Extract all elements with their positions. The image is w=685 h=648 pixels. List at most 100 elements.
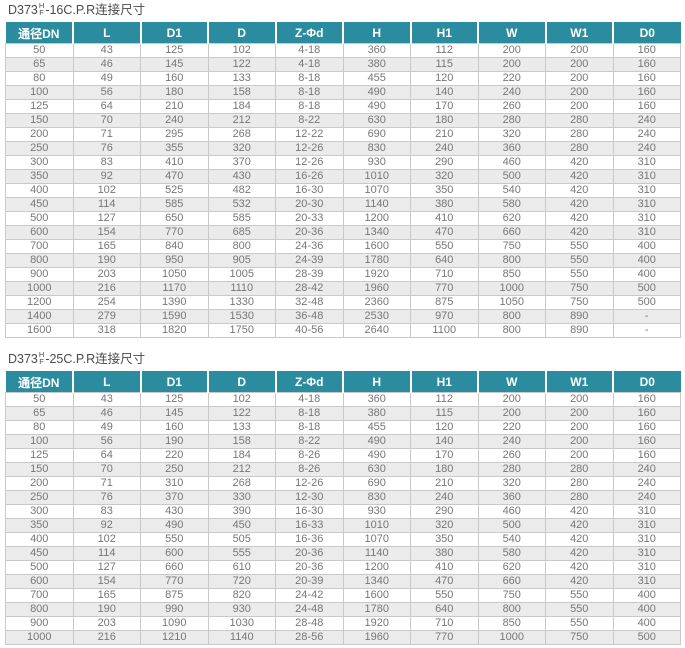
table-cell: 770 <box>140 574 209 589</box>
table-cell: 200 <box>545 57 614 72</box>
table-cell: 46 <box>72 406 141 421</box>
table-cell: 905 <box>207 253 276 268</box>
table-cell: 250 <box>140 462 209 477</box>
table-cell: 1170 <box>140 281 209 296</box>
table-cell: 490 <box>342 448 411 463</box>
table-cell: 310 <box>612 504 681 519</box>
table-cell: 12-26 <box>275 141 344 156</box>
table-cell: 585 <box>207 211 276 226</box>
table-cell: 200 <box>545 85 614 100</box>
table-cell: 460 <box>477 504 546 519</box>
table-cell: 875 <box>140 588 209 603</box>
table-cell: 200 <box>477 406 546 421</box>
table-cell: 112 <box>410 392 479 407</box>
table-cell: 490 <box>342 434 411 449</box>
table-cell: 380 <box>342 406 411 421</box>
table-cell: 630 <box>342 462 411 477</box>
table-row: 150 70 240 212 8-22 630 180 280 280 240 <box>5 113 681 128</box>
table-cell: 620 <box>477 560 546 575</box>
table-cell: 420 <box>545 211 614 226</box>
table-cell: 150 <box>5 462 74 477</box>
table-cell: 160 <box>612 448 681 463</box>
table-cell: 160 <box>612 43 681 58</box>
table-cell: 750 <box>477 588 546 603</box>
table-cell: 240 <box>477 434 546 449</box>
table-cell: 49 <box>72 420 141 435</box>
table-cell: 216 <box>72 281 141 296</box>
table-cell: 850 <box>477 616 546 631</box>
table-cell: 43 <box>72 392 141 407</box>
table-cell: 700 <box>5 588 74 603</box>
table-cell: 220 <box>477 71 546 86</box>
table-cell: 65 <box>5 406 74 421</box>
table-cell: 690 <box>342 476 411 491</box>
table-cell: 76 <box>72 490 141 505</box>
table-cell: 930 <box>207 602 276 617</box>
table-cell: 200 <box>545 99 614 114</box>
table-row: 700 165 840 800 24-36 1600 550 750 550 400 <box>5 239 681 254</box>
table-cell: 1820 <box>140 323 209 338</box>
table-cell: 450 <box>5 197 74 212</box>
table-cell: 200 <box>545 420 614 435</box>
table-cell: 20-36 <box>275 225 344 240</box>
table-cell: 8-22 <box>275 113 344 128</box>
table-cell: 200 <box>545 71 614 86</box>
table-cell: 400 <box>612 239 681 254</box>
table-cell: 150 <box>5 113 74 128</box>
table-cell: 310 <box>612 560 681 575</box>
table-cell: 420 <box>545 197 614 212</box>
table-cell: 254 <box>72 295 141 310</box>
table-cell: 80 <box>5 71 74 86</box>
table-cell: 400 <box>612 588 681 603</box>
table-cell: 750 <box>545 281 614 296</box>
table-cell: 505 <box>207 532 276 547</box>
table-cell: 890 <box>545 309 614 324</box>
table-cell: 550 <box>545 239 614 254</box>
table-cell: 1330 <box>207 295 276 310</box>
table-cell: 930 <box>342 504 411 519</box>
column-header: D1 <box>139 22 208 44</box>
table-cell: 320 <box>477 127 546 142</box>
table-cell: 455 <box>342 71 411 86</box>
table-cell: 355 <box>140 141 209 156</box>
table-cell: 24-36 <box>275 239 344 254</box>
table-cell: 56 <box>72 85 141 100</box>
table-cell: 370 <box>140 490 209 505</box>
table-cell: 71 <box>72 127 141 142</box>
table-row: 1600 318 1820 1750 40-56 2640 1100 800 890- <box>5 323 681 338</box>
table-cell: 482 <box>207 183 276 198</box>
table-row: 350 92 470 430 16-26 1010 320 500 420 310 <box>5 169 681 184</box>
table-cell: 160 <box>612 57 681 72</box>
table-cell: 360 <box>342 392 411 407</box>
table-cell: 180 <box>410 113 479 128</box>
table-row: 65 46 145 122 4-18 380 115 200 200 160 <box>5 57 681 72</box>
table-cell: 8-22 <box>275 434 344 449</box>
table-row: 450 114 600 555 20-36 1140 380 580 420 310 <box>5 546 681 561</box>
table-cell: 160 <box>612 434 681 449</box>
table-cell: 770 <box>410 281 479 296</box>
table-row: 900 203 1090 1030 28-48 1920 710 850 550 400 <box>5 616 681 631</box>
table-cell: 800 <box>207 239 276 254</box>
table-cell: 184 <box>207 448 276 463</box>
table-cell: 1010 <box>342 518 411 533</box>
table-cell: 500 <box>5 560 74 575</box>
table-row: 80 49 160 133 8-18 455 120 220 200 160 <box>5 71 681 86</box>
table-cell: 210 <box>410 127 479 142</box>
table-cell: 290 <box>410 155 479 170</box>
table-cell: 203 <box>72 267 141 282</box>
table-cell: 550 <box>545 602 614 617</box>
table-cell: 1780 <box>342 253 411 268</box>
table-cell: 120 <box>410 420 479 435</box>
table-cell: 165 <box>72 239 141 254</box>
table-cell: 400 <box>5 532 74 547</box>
table-cell: 1110 <box>207 281 276 296</box>
table-cell: 200 <box>545 43 614 58</box>
table-row: 50 43 125 102 4-18 360 112 200 200 160 <box>5 392 681 407</box>
table-cell: 46 <box>72 57 141 72</box>
column-header: 通径DN <box>5 371 73 393</box>
table-row: 250 76 370 330 12-30 830 240 360 280 240 <box>5 490 681 505</box>
table-cell: 532 <box>207 197 276 212</box>
table-cell: 200 <box>545 406 614 421</box>
table-cell: 120 <box>410 71 479 86</box>
